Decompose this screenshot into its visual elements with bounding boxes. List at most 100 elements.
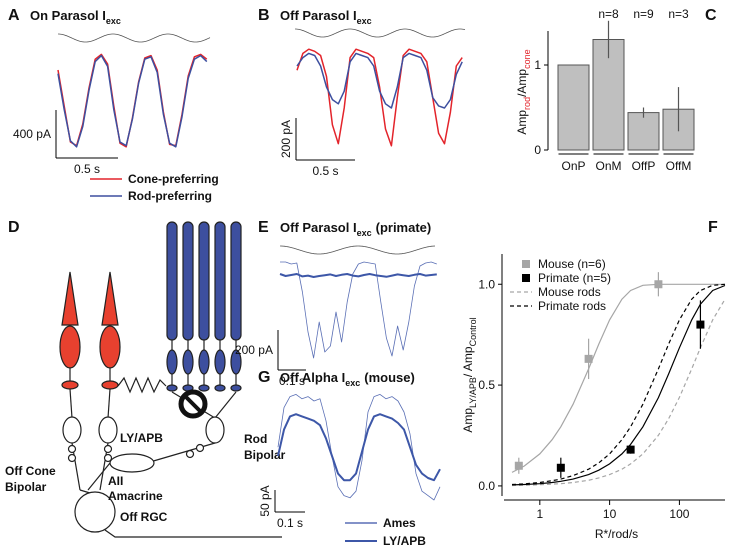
x-tick-label: 10: [603, 507, 617, 521]
off-cone-bipolar: [98, 416, 118, 444]
synapse: [67, 453, 77, 463]
synapse: [195, 443, 205, 453]
axis-label-subscript: LY/APB: [468, 377, 478, 408]
axis-label: AmpLY/APB/ AmpControl: [461, 317, 478, 432]
point: [584, 354, 593, 363]
rod-terminal: [230, 384, 242, 392]
panel-letter: A: [8, 7, 20, 24]
cone-body: [59, 325, 81, 369]
diagram-label: AII: [108, 474, 123, 488]
diagram-label: Bipolar: [244, 448, 286, 462]
y-tick-label: 0.5: [478, 378, 495, 392]
point: [626, 445, 635, 454]
title-text: Off Parasol I: [280, 220, 357, 235]
title-suffix: (mouse): [364, 370, 415, 385]
axis-label-text: /Amp: [515, 69, 529, 97]
axis-label-text: Amp: [461, 408, 475, 433]
title-subscript: exc: [106, 16, 121, 26]
dendrite: [214, 391, 237, 419]
panel-letter: C: [705, 7, 717, 24]
rod-terminal: [166, 384, 178, 392]
fit-curve: [511, 283, 726, 486]
axis-label-text: Amp: [515, 110, 529, 135]
title-suffix: (primate): [376, 220, 432, 235]
legend-label: Mouse (n=6): [538, 257, 606, 271]
legend-label: Mouse rods: [538, 285, 601, 299]
diagram-label: LY/APB: [120, 431, 163, 445]
axis-label-subscript: cone: [522, 49, 532, 69]
rod-body: [166, 349, 178, 375]
legend-label: Rod-preferring: [128, 189, 212, 203]
rod-outer-segment: [166, 221, 178, 341]
legend-label: Ames: [383, 516, 416, 530]
title-subscript: exc: [357, 16, 372, 26]
scale-bar-label: 0.5 s: [312, 164, 338, 178]
trace: [277, 394, 441, 501]
synapse: [103, 453, 113, 463]
rod-outer-segment: [230, 221, 242, 341]
drug-block-slash: [183, 394, 203, 414]
legend-marker: [522, 274, 530, 282]
diagram-label: Amacrine: [108, 489, 163, 503]
bar: [557, 64, 590, 151]
point: [654, 280, 663, 289]
panel-title: Off Parasol Iexc: [280, 8, 372, 26]
title-text: On Parasol I: [30, 8, 106, 23]
x-axis-label: R*/rod/s: [595, 527, 638, 541]
diagram-label: Bipolar: [5, 480, 47, 494]
scale-bar-label: 0.1 s: [277, 516, 303, 530]
axis-label-text: / Amp: [461, 346, 475, 377]
diagram-label: Off RGC: [120, 510, 168, 524]
rods: [166, 221, 242, 392]
synapse: [67, 444, 77, 454]
axon: [149, 442, 216, 463]
legend-label: LY/APB: [383, 534, 426, 548]
y-tick-label: 0: [534, 143, 541, 157]
cone-terminal: [61, 380, 79, 390]
panel-title: On Parasol Iexc: [30, 8, 121, 26]
panel-title: Off Parasol Iexc (primate): [280, 220, 431, 238]
y-tick-label: 1: [534, 58, 541, 72]
scale-bar-label: 0.1 s: [279, 374, 305, 388]
rod-terminal: [214, 384, 226, 392]
trace: [279, 273, 437, 278]
trace: [296, 52, 463, 109]
legend-marker: [522, 260, 530, 268]
panel-letter: E: [258, 219, 269, 236]
x-tick-label: OffM: [666, 159, 692, 173]
cone-outer-segment: [61, 271, 79, 326]
panel-letter: F: [708, 219, 718, 236]
axis-label-subscript: rod: [522, 97, 532, 110]
y-tick-label: 0.0: [478, 479, 495, 493]
x-tick-label: OnP: [561, 159, 585, 173]
rod-body: [182, 349, 194, 375]
scale-bar-label: 400 pA: [13, 127, 51, 141]
gap-junction: [117, 376, 167, 394]
dendrite: [79, 489, 91, 494]
n-label: n=8: [598, 7, 619, 21]
legend-label: Cone-preferring: [128, 172, 219, 186]
title-text: Off Alpha I: [280, 370, 345, 385]
panel-letter: D: [8, 219, 20, 236]
trace: [277, 413, 441, 482]
off-rgc: [74, 491, 116, 533]
rod-terminal: [198, 384, 210, 392]
x-tick-label: OffP: [632, 159, 656, 173]
trace: [57, 54, 208, 148]
axis-label: Amprod/Ampcone: [515, 49, 532, 134]
rgc-axon: [104, 529, 282, 538]
cone-terminal: [101, 380, 119, 390]
diagram-label: Off Cone: [5, 464, 56, 478]
stimulus: [294, 28, 466, 38]
legend-label: Primate rods: [538, 299, 606, 313]
stimulus: [57, 33, 211, 43]
amacrine-process: [87, 462, 111, 491]
fit-curve: [511, 284, 726, 486]
rod-outer-segment: [214, 221, 226, 341]
axis-label-subscript: Control: [468, 317, 478, 346]
point: [696, 320, 705, 329]
title-subscript: exc: [345, 378, 360, 388]
scale-bar-label: 200 pA: [235, 343, 273, 357]
synapse: [103, 444, 113, 454]
diagram-label: Rod: [244, 432, 267, 446]
